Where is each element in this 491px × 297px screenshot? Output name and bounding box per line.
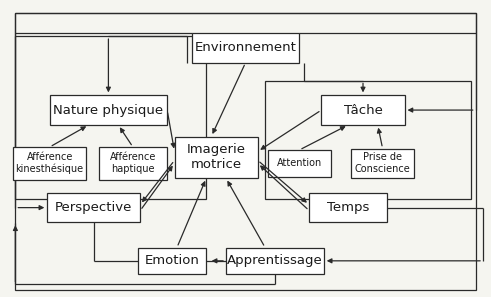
Text: Attention: Attention (277, 158, 322, 168)
Bar (174, 137, 258, 178)
Bar (226, 247, 324, 274)
Bar (265, 80, 471, 199)
Bar (268, 150, 331, 177)
Text: Prise de
Conscience: Prise de Conscience (355, 152, 410, 174)
Text: Temps: Temps (327, 201, 370, 214)
Bar (309, 193, 387, 222)
Bar (47, 193, 140, 222)
Text: Afférence
haptique: Afférence haptique (109, 152, 156, 174)
Text: Environnement: Environnement (194, 42, 297, 54)
Text: Emotion: Emotion (145, 254, 199, 267)
Text: Apprentissage: Apprentissage (227, 254, 323, 267)
Text: Nature physique: Nature physique (54, 104, 164, 116)
Bar (99, 147, 167, 180)
Text: Tâche: Tâche (344, 104, 382, 116)
Bar (322, 95, 405, 125)
Bar (15, 36, 206, 199)
Bar (50, 95, 167, 125)
Text: Imagerie
motrice: Imagerie motrice (187, 143, 246, 171)
Bar (138, 247, 206, 274)
Bar (13, 147, 86, 180)
Text: Afférence
kinesthésique: Afférence kinesthésique (16, 152, 84, 174)
Bar (191, 33, 300, 63)
Text: Perspective: Perspective (55, 201, 133, 214)
Bar (351, 148, 414, 178)
